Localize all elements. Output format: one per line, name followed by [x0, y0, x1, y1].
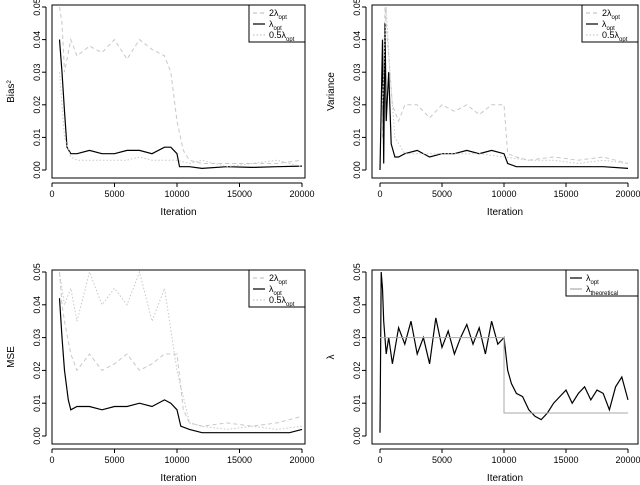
- variance-y-axis-label: Variance: [326, 72, 337, 111]
- mse-x-tick-label: 10000: [164, 455, 189, 465]
- bias-legend-label: λopt: [269, 19, 282, 32]
- bias-x-tick-label: 0: [49, 189, 54, 199]
- lambda-plot-frame: [371, 269, 639, 445]
- lambda-x-tick-label: 5000: [432, 455, 452, 465]
- mse-panel: 0 5000 10000 15000 20000 Iteration 0.00 0.01 0.0…: [6, 263, 315, 484]
- lambda-x-tick-label: 15000: [553, 455, 578, 465]
- mse-y-tick-label: 0.03: [32, 329, 42, 347]
- bias-y-tick-label: 0.02: [32, 96, 42, 114]
- mse-y-tick-label: 0.04: [32, 296, 42, 314]
- mse-x-tick-label: 5000: [104, 455, 124, 465]
- bias-x-tick-label: 20000: [289, 189, 314, 199]
- bias-plot-frame: [51, 4, 306, 179]
- lambda-series-group: [379, 271, 629, 433]
- variance-y-tick-label: 0.00: [352, 161, 362, 179]
- lambda-x-tick-label: 10000: [491, 455, 516, 465]
- mse-y-axis-label: MSE: [6, 346, 17, 368]
- variance-series-group: [379, 6, 629, 171]
- bias-series-line-3: [59, 72, 303, 168]
- mse-x-tick-label: 20000: [289, 455, 314, 465]
- lambda-series-line-2: [380, 337, 628, 414]
- lambda-x-tick-label: 20000: [615, 455, 640, 465]
- mse-series-group: [58, 270, 303, 434]
- variance-x-tick-label: 15000: [553, 189, 578, 199]
- bias-y-tick-label: 0.03: [32, 63, 42, 81]
- mse-y-tick-label: 0.01: [32, 394, 42, 412]
- mse-x-tick-label: 15000: [227, 455, 252, 465]
- lambda-y-tick-label: 0.05: [352, 263, 362, 281]
- bias-y-axis-label-sup: 2: [7, 79, 13, 83]
- lambda-panel: 0 5000 10000 15000 20000 Iteration 0.00 0.01 0.0…: [326, 263, 640, 484]
- bias-x-tick-label: 10000: [164, 189, 189, 199]
- variance-x-axis-label: Iteration: [487, 207, 523, 218]
- bias-x-tick-label: 15000: [227, 189, 252, 199]
- bias-x-axis-label: Iteration: [160, 207, 196, 218]
- mse-plot-frame: [51, 269, 306, 445]
- lambda-y-tick-label: 0.02: [352, 362, 362, 380]
- mse-legend-label: 2λopt: [269, 273, 287, 286]
- bias-series-group: [58, 6, 303, 170]
- mse-x-tick-label: 0: [49, 455, 54, 465]
- mse-y-tick-label: 0.02: [32, 362, 42, 380]
- variance-y-tick-label: 0.05: [352, 0, 362, 16]
- mse-series-line-1: [59, 271, 303, 427]
- lambda-y-tick-label: 0.00: [352, 427, 362, 445]
- lambda-series-line-1: [379, 271, 629, 433]
- lambda-x-tick-label: 0: [377, 455, 382, 465]
- variance-y-tick-label: 0.04: [352, 31, 362, 49]
- bias-x-tick-label: 5000: [104, 189, 124, 199]
- variance-legend-label: 0.5λopt: [602, 30, 628, 43]
- bias-y-tick-label: 0.00: [32, 161, 42, 179]
- bias-series-line-1: [59, 6, 303, 164]
- lambda-y-axis-label: λ: [326, 355, 337, 360]
- bias-y-tick-label: 0.01: [32, 129, 42, 147]
- bias-panel: 0 5000 10000 15000 20000 Iteration 0.00 0.01 0.0…: [6, 0, 315, 218]
- variance-y-tick-label: 0.03: [352, 63, 362, 81]
- variance-x-tick-label: 5000: [432, 189, 452, 199]
- bias-y-axis-label: Bias2: [6, 79, 17, 102]
- lambda-y-tick-label: 0.01: [352, 394, 362, 412]
- variance-series-line-3: [382, 6, 629, 165]
- lambda-x-axis-label: Iteration: [487, 473, 523, 484]
- variance-x-tick-label: 20000: [615, 189, 640, 199]
- variance-y-tick-label: 0.01: [352, 129, 362, 147]
- lambda-legend-label: λtheoretical: [586, 284, 618, 297]
- bias-legend-label: 0.5λopt: [269, 30, 295, 43]
- mse-y-tick-label: 0.00: [32, 427, 42, 445]
- variance-panel: 0 5000 10000 15000 20000 Iteration 0.00 0.01 0.0…: [326, 0, 640, 218]
- variance-legend-label: 2λopt: [602, 8, 620, 21]
- bias-series-line-2: [58, 39, 303, 170]
- mse-x-axis-label: Iteration: [160, 473, 196, 484]
- variance-x-tick-label: 0: [377, 189, 382, 199]
- bias-y-tick-label: 0.05: [32, 0, 42, 16]
- mse-y-tick-label: 0.05: [32, 263, 42, 281]
- lambda-y-tick-label: 0.03: [352, 329, 362, 347]
- bias-y-tick-label: 0.04: [32, 31, 42, 49]
- lambda-y-tick-label: 0.04: [352, 296, 362, 314]
- bias-legend-label: 2λopt: [269, 8, 287, 21]
- mse-legend-label: λopt: [269, 284, 282, 297]
- variance-legend-label: λopt: [602, 19, 615, 32]
- variance-series-line-2: [379, 23, 629, 171]
- variance-plot-frame: [371, 4, 639, 179]
- mse-series-line-2: [58, 298, 303, 434]
- mse-series-line-3: [59, 270, 303, 430]
- lambda-legend-label: λopt: [586, 273, 599, 286]
- lambda-legend-box: [565, 269, 639, 297]
- mse-legend-label: 0.5λopt: [269, 295, 295, 308]
- variance-y-tick-label: 0.02: [352, 96, 362, 114]
- variance-x-tick-label: 10000: [491, 189, 516, 199]
